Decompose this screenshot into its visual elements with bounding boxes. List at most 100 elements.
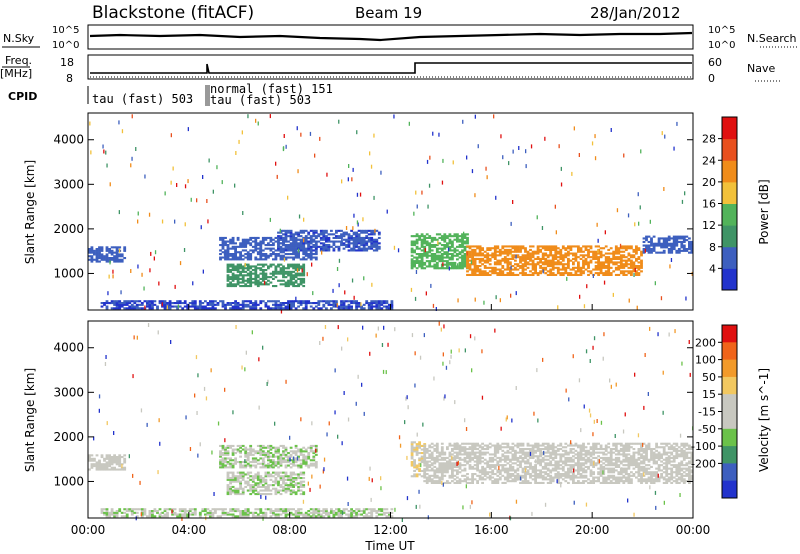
velocity-cell (428, 444, 432, 447)
velocity-cell (534, 480, 537, 483)
velocity-cell (282, 453, 285, 456)
power-scatter-cell (425, 291, 427, 296)
velocity-cell (486, 464, 490, 467)
velocity-cell (382, 508, 386, 511)
power-cell (282, 236, 285, 239)
velocity-cell (123, 508, 127, 511)
velocity-cell (231, 462, 235, 465)
velocity-cell (302, 491, 306, 494)
velocity-cell (587, 460, 590, 463)
velocity-cell (418, 459, 421, 462)
velocity-cell (574, 462, 578, 465)
power-cell (632, 265, 636, 268)
power-scatter-cell (360, 302, 362, 307)
velocity-cell (284, 511, 288, 514)
velocity-cell (582, 464, 585, 467)
power-cell (574, 270, 578, 273)
velocity-cell (577, 465, 580, 468)
power-cell (622, 245, 626, 248)
velocity-cell (287, 487, 290, 490)
power-cell (564, 263, 568, 266)
velocity-cell (534, 464, 537, 467)
power-cell (146, 300, 149, 303)
power-cell (214, 307, 217, 310)
power-cell (307, 249, 311, 252)
power-cell (287, 274, 290, 277)
velocity-cell (561, 453, 565, 456)
power-cell (435, 247, 439, 250)
power-cell (433, 258, 437, 261)
power-cell (307, 300, 311, 303)
velocity-cell (239, 462, 242, 465)
power-cell (453, 249, 457, 252)
velocity-cell (569, 465, 573, 468)
power-cell (347, 249, 351, 252)
power-scatter-cell (437, 240, 439, 245)
velocity-cell (113, 468, 116, 471)
power-cell (365, 300, 369, 303)
velocity-cell (95, 461, 99, 464)
velocity-cell (214, 511, 217, 514)
power-cell (630, 266, 633, 269)
velocity-cell (282, 510, 285, 513)
power-cell (630, 254, 633, 257)
power-cell (425, 265, 429, 268)
power-scatter-cell (603, 280, 606, 285)
velocity-cell (229, 491, 232, 494)
power-cell (446, 260, 449, 263)
velocity-cell (410, 450, 414, 453)
velocity-cell (115, 513, 119, 516)
power-cell (161, 300, 164, 303)
velocity-cell (234, 457, 237, 460)
power-cell (350, 238, 353, 241)
power-cell (652, 249, 656, 252)
cpid-change-marker (205, 85, 210, 106)
velocity-cell (234, 459, 237, 462)
power-cell (322, 233, 326, 236)
power-cell (685, 248, 689, 251)
power-scatter-cell (499, 298, 501, 303)
power-cell (375, 305, 379, 308)
power-cell (297, 302, 300, 305)
power-cell (594, 252, 598, 255)
velocity-cell (309, 464, 313, 467)
power-scatter-cell (338, 119, 340, 124)
power-scatter-cell (170, 133, 172, 138)
power-scatter-cell (374, 228, 376, 233)
power-cell (272, 274, 275, 277)
power-cell (342, 305, 346, 308)
power-cell (622, 266, 626, 269)
velocity-cell (440, 473, 444, 476)
power-cell (652, 248, 656, 251)
velocity-cell (239, 480, 242, 483)
velocity-cell (103, 463, 106, 466)
power-cell (292, 258, 295, 261)
power-cell (423, 242, 427, 245)
power-cell (567, 261, 570, 264)
power-cell (496, 245, 500, 248)
power-cell (688, 246, 691, 249)
velocity-cell (234, 448, 237, 451)
velocity-cell (249, 475, 253, 478)
power-cell (130, 300, 134, 303)
velocity-cell (302, 515, 306, 518)
velocity-cell (211, 508, 215, 511)
power-cell (294, 242, 298, 245)
power-cell (488, 257, 492, 260)
velocity-cell (433, 458, 437, 461)
power-cell (335, 303, 338, 306)
power-cell (619, 250, 623, 253)
velocity-cell (151, 513, 154, 516)
velocity-cell (529, 481, 532, 484)
power-cell (458, 238, 462, 241)
velocity-cell (337, 510, 341, 513)
power-cell (534, 268, 537, 271)
power-scatter-cell (619, 243, 622, 248)
velocity-cell (261, 464, 265, 467)
velocity-cell (251, 491, 255, 494)
power-cell (529, 273, 532, 276)
power-cell (259, 272, 263, 275)
power-cell (564, 256, 568, 259)
velocity-cell (234, 452, 237, 455)
power-cell (650, 248, 653, 251)
